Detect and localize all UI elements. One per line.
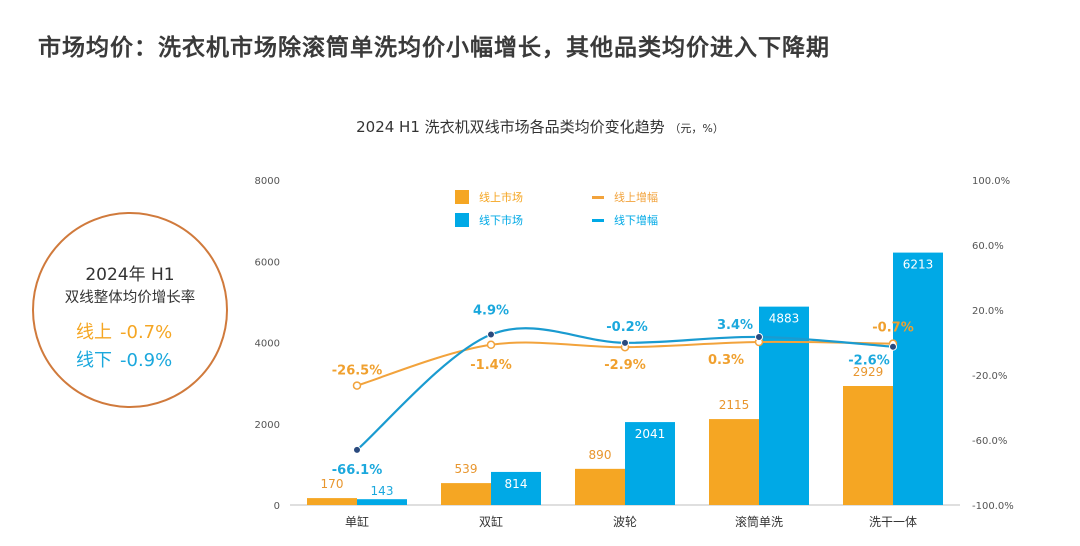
x-tick-label: 单缸: [345, 514, 369, 529]
bar-offline-value-label: 2041: [635, 427, 666, 441]
point-offline-growth: [889, 342, 897, 351]
line-online-label: 0.3%: [708, 353, 744, 368]
y-left-tick-label: 6000: [255, 257, 280, 268]
summary-description: 双线整体均价增长率: [64, 290, 196, 306]
point-offline-growth: [755, 332, 763, 341]
line-online-label: -1.4%: [470, 358, 511, 373]
summary-online-value: -0.7%: [120, 322, 173, 343]
summary-online-row: 线上 -0.7%: [76, 318, 172, 344]
point-online-growth: [486, 340, 496, 350]
y-left-tick-label: 8000: [255, 176, 280, 187]
bar-online-value-label: 170: [321, 477, 344, 491]
bar-offline-value-label: 6213: [903, 258, 934, 272]
bar-online: [709, 419, 759, 505]
bar-offline-value-label: 814: [505, 477, 528, 491]
y-left-tick-label: 2000: [255, 420, 280, 431]
bar-online: [441, 483, 491, 505]
y-left-tick-label: 0: [274, 501, 280, 512]
summary-online-label: 线上: [76, 322, 112, 343]
bar-online-value-label: 890: [589, 448, 612, 462]
legend-swatch: [592, 196, 604, 199]
summary-offline-row: 线下 -0.9%: [76, 346, 172, 372]
y-right-tick-label: 100.0%: [972, 176, 1010, 187]
legend-label: 线上增幅: [614, 190, 658, 204]
bar-online-value-label: 539: [455, 462, 478, 476]
summary-year: 2024年 H1: [85, 265, 175, 285]
page-headline: 市场均价：洗衣机市场除滚筒单洗均价小幅增长，其他品类均价进入下降期: [38, 35, 830, 61]
y-left-tick-label: 4000: [255, 339, 280, 350]
chart-title-unit: （元，%）: [669, 122, 723, 135]
line-offline-label: -66.1%: [332, 463, 383, 478]
bar-offline: [893, 252, 943, 505]
bar-offline: [491, 471, 541, 505]
bar-offline-value-label: 143: [371, 484, 394, 498]
point-offline-growth: [353, 445, 361, 454]
point-offline-growth: [487, 330, 495, 339]
x-tick-label: 波轮: [613, 515, 637, 529]
legend-swatch: [592, 219, 604, 222]
legend-swatch: [455, 190, 469, 204]
line-offline-growth: [356, 327, 894, 451]
legend-label: 线下增幅: [614, 213, 658, 227]
bar-online-value-label: 2115: [719, 398, 750, 412]
legend-label: 线上市场: [479, 190, 523, 204]
line-offline-label: 3.4%: [717, 318, 753, 333]
line-offline-label: 4.9%: [473, 304, 509, 319]
line-online-label: -26.5%: [332, 364, 383, 379]
y-right-tick-label: 60.0%: [972, 241, 1004, 252]
summary-circle: 2024年 H1 双线整体均价增长率 线上 -0.7% 线下 -0.9%: [32, 212, 228, 408]
summary-offline-label: 线下: [76, 350, 112, 371]
legend-swatch: [455, 213, 469, 227]
x-tick-label: 滚筒单洗: [735, 514, 783, 529]
bar-offline: [357, 499, 407, 505]
bar-online-value-label: 2929: [853, 365, 884, 379]
legend-label: 线下市场: [479, 213, 523, 227]
x-tick-label: 双缸: [479, 514, 503, 529]
bar-online: [307, 498, 357, 505]
line-offline-label: -0.2%: [606, 320, 647, 335]
y-right-tick-label: -100.0%: [972, 501, 1014, 512]
point-online-growth: [352, 381, 362, 390]
y-right-tick-label: 20.0%: [972, 306, 1004, 317]
point-offline-growth: [621, 338, 629, 347]
bar-online: [575, 468, 625, 505]
bar-online: [843, 386, 893, 505]
line-offline-label: -2.6%: [848, 354, 889, 369]
y-right-tick-label: -20.0%: [972, 371, 1007, 382]
summary-offline-value: -0.9%: [120, 350, 173, 371]
bar-offline-value-label: 4883: [769, 312, 800, 326]
line-online-label: -0.7%: [872, 321, 913, 336]
chart-title: 2024 H1 洗衣机双线市场各品类均价变化趋势 （元，%）: [356, 118, 724, 136]
bar-offline: [625, 422, 675, 505]
line-online-label: -2.9%: [604, 358, 645, 373]
y-right-tick-label: -60.0%: [972, 436, 1007, 447]
x-tick-label: 洗干一体: [869, 515, 917, 529]
